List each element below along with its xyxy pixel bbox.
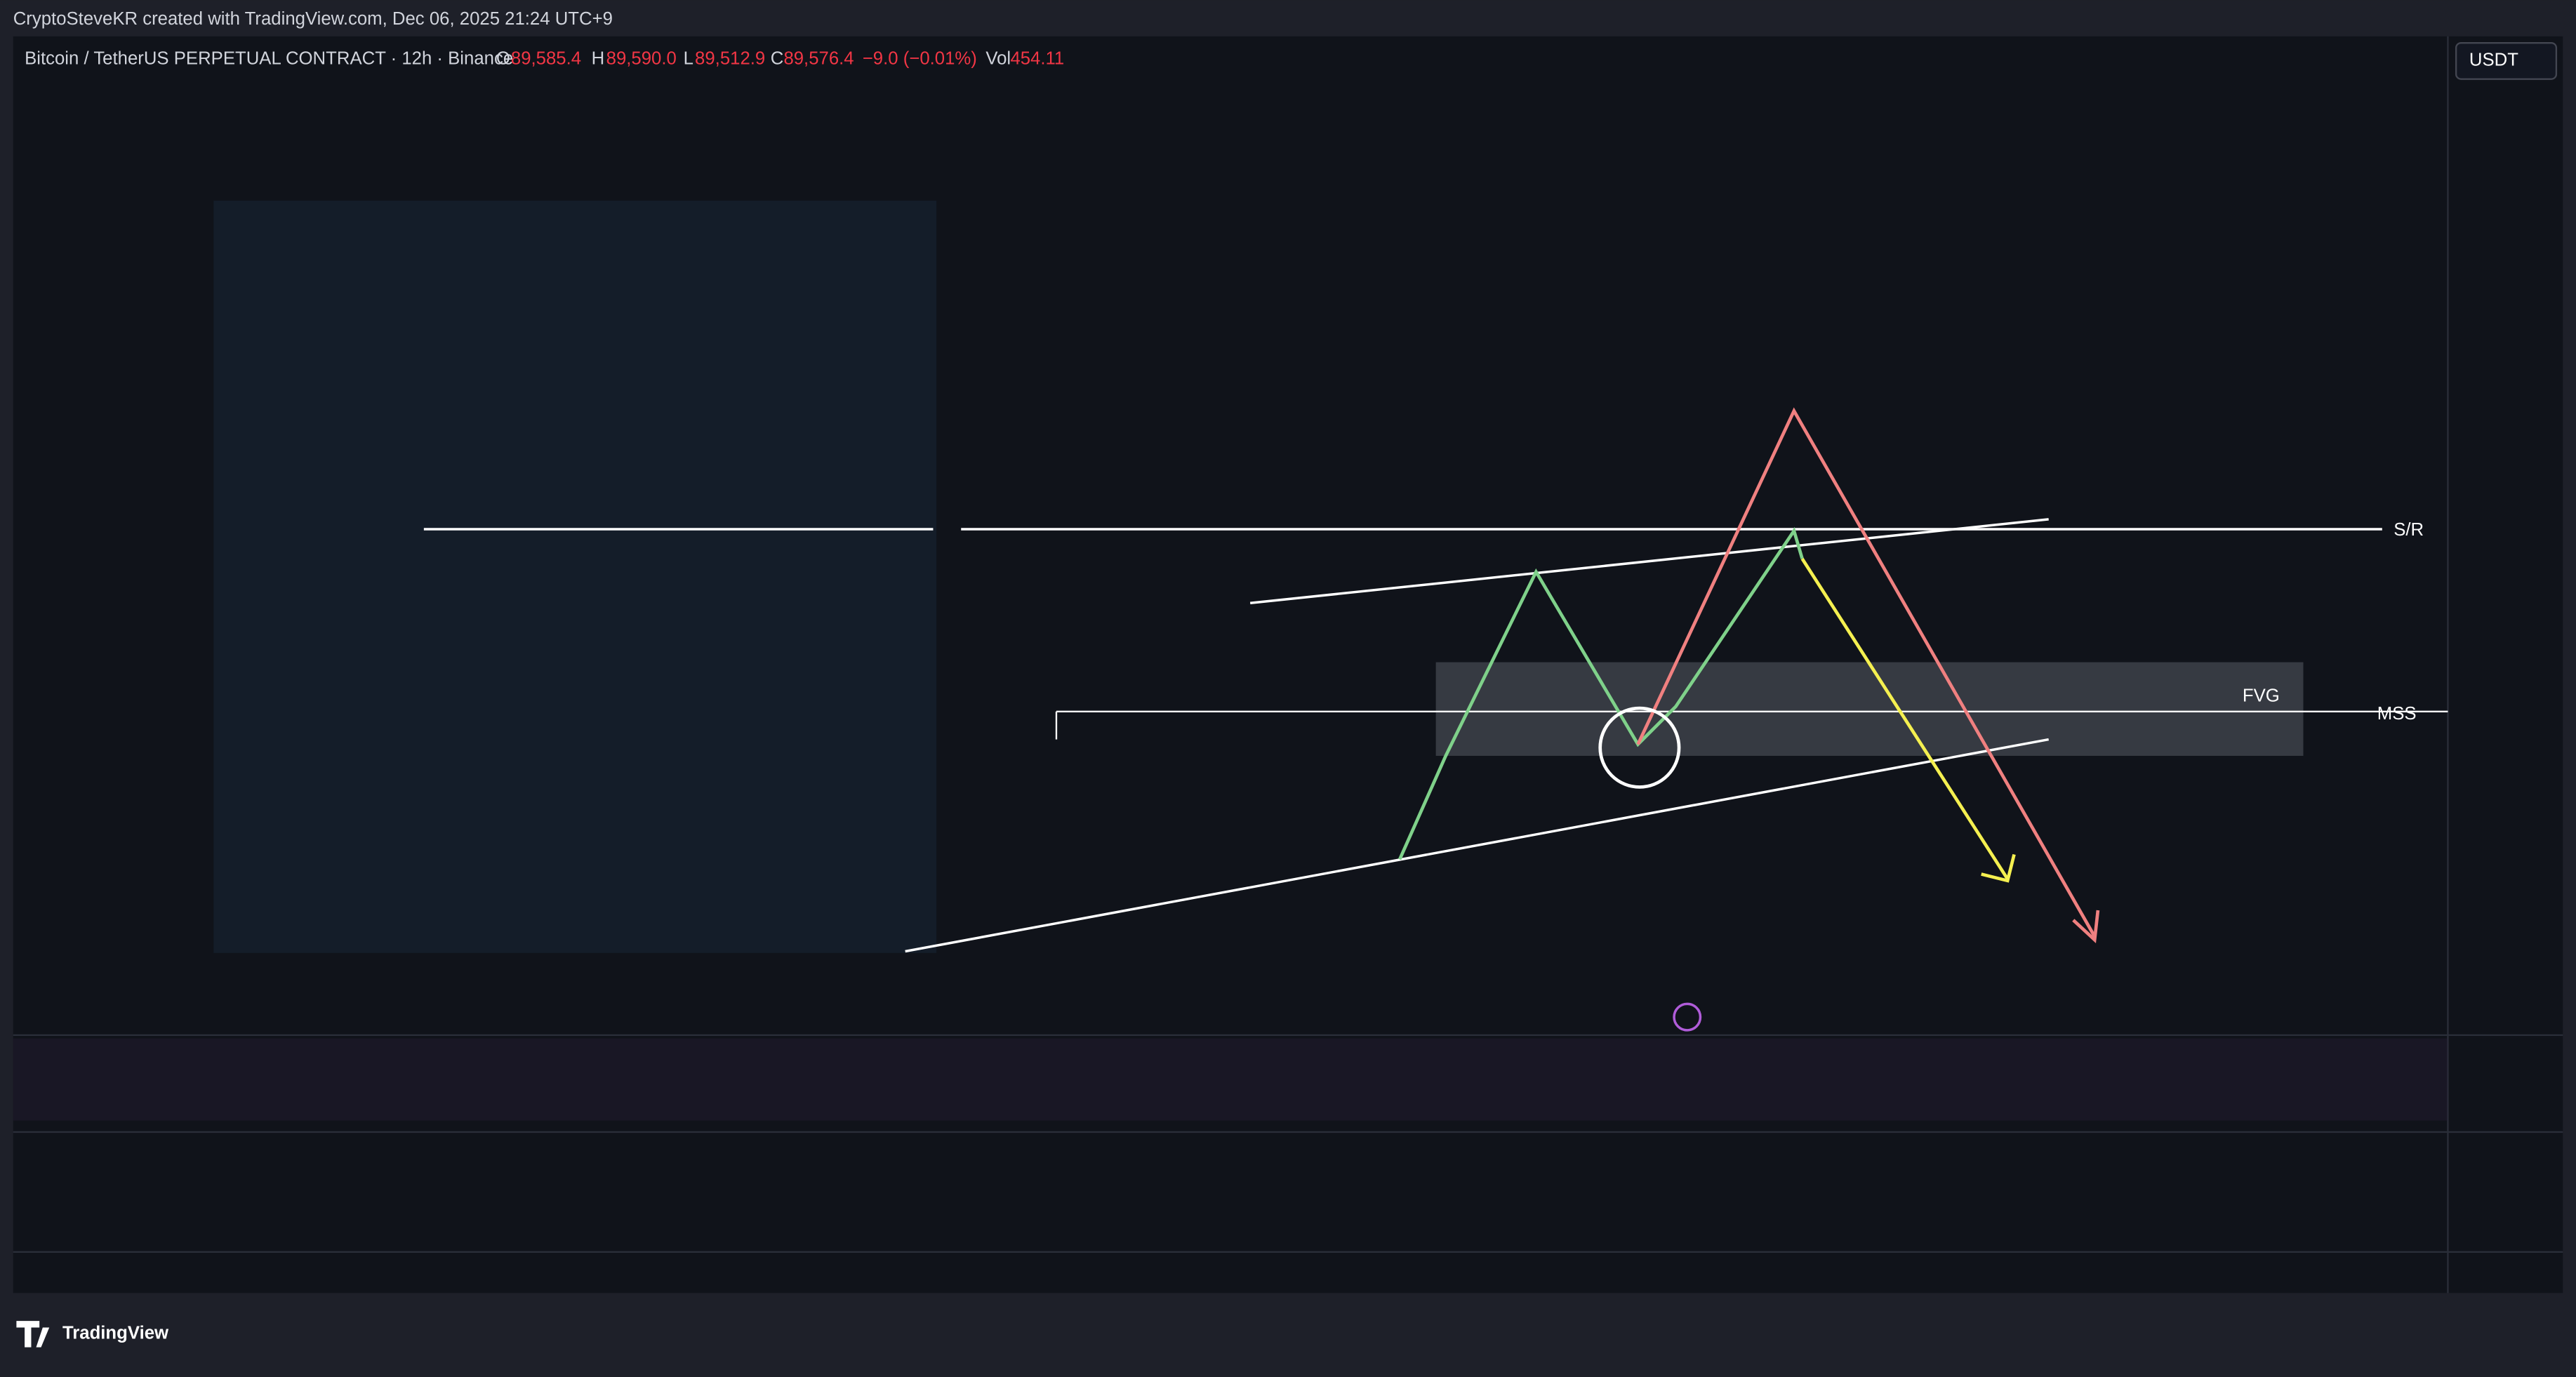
currency[interactable]: USDT xyxy=(2469,51,2518,70)
ohlc-key: H xyxy=(592,48,605,68)
annotation: FVG xyxy=(2243,686,2280,705)
projection-path xyxy=(1636,407,2097,938)
ohlc-value: 89,512.9 xyxy=(695,48,765,68)
vol-value: 454.11 xyxy=(1010,48,1064,68)
trend-line xyxy=(905,738,2049,953)
plot-area xyxy=(13,36,2448,1293)
highlight-circle xyxy=(1598,706,1681,789)
volume-profile-area xyxy=(213,200,937,953)
trend-line xyxy=(1249,518,2049,605)
arrow-head xyxy=(1981,853,2016,883)
logo: TradingView xyxy=(62,1324,169,1343)
symbol: Bitcoin / TetherUS PERPETUAL CONTRACT · … xyxy=(25,48,513,68)
ohlc-key: C xyxy=(771,48,784,68)
rsi-band xyxy=(13,1038,2448,1121)
ohlc-key: O xyxy=(496,48,510,68)
currency-button[interactable] xyxy=(2455,41,2558,80)
arrow-head xyxy=(2072,910,2100,943)
ohlc-value: 89,576.4 xyxy=(783,48,854,68)
drawings xyxy=(423,407,2448,1032)
ohlc-value: 89,585.4 xyxy=(511,48,581,68)
credit: CryptoSteveKR created with TradingView.c… xyxy=(13,9,613,29)
fvg-box xyxy=(1435,662,2304,756)
event-icon xyxy=(1673,1002,1702,1032)
price-axis xyxy=(2448,36,2563,1293)
annotation: MSS xyxy=(2377,704,2417,724)
change: −9.0 (−0.01%) xyxy=(863,48,977,68)
vol-key: Vol xyxy=(985,48,1011,68)
ohlc-value: 89,590.0 xyxy=(606,48,677,68)
ohlc-key: L xyxy=(684,48,693,68)
logo-mark xyxy=(16,1321,50,1348)
annotation: S/R xyxy=(2394,520,2424,540)
projection-arrow xyxy=(1800,557,2010,880)
